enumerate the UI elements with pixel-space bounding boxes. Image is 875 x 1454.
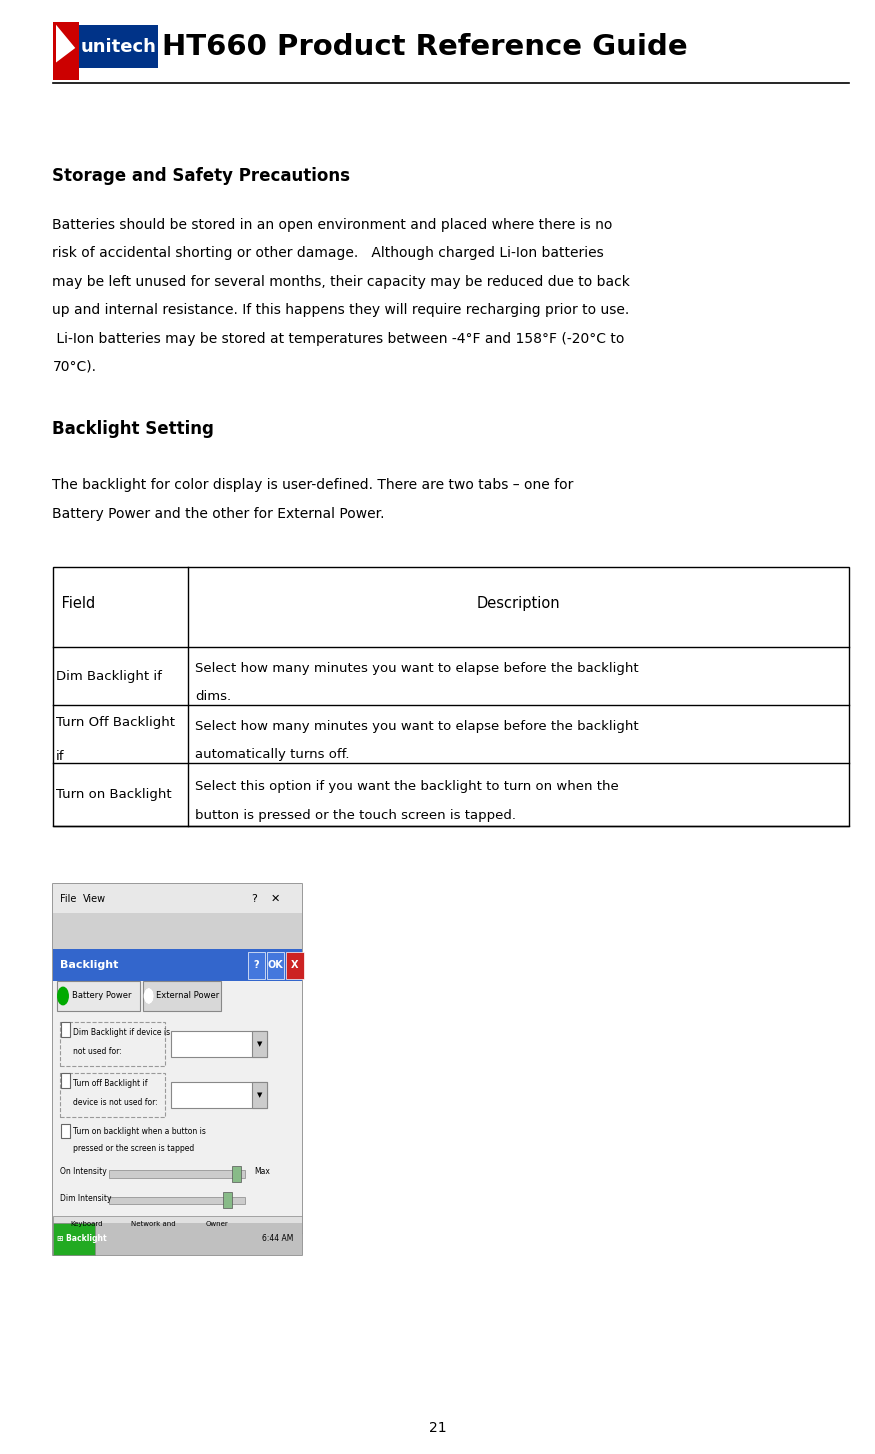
- Text: 70°C).: 70°C).: [52, 359, 96, 374]
- Text: ▼: ▼: [256, 1092, 262, 1098]
- Bar: [61, 1073, 70, 1088]
- Text: Select how many minutes you want to elapse before the backlight: Select how many minutes you want to elap…: [195, 720, 639, 733]
- Text: HT660 Product Reference Guide: HT660 Product Reference Guide: [162, 32, 688, 61]
- Text: device is not used for:: device is not used for:: [73, 1098, 158, 1106]
- FancyBboxPatch shape: [52, 22, 79, 80]
- Circle shape: [144, 989, 153, 1003]
- Text: Battery Power: Battery Power: [72, 992, 131, 1000]
- Bar: [109, 1197, 245, 1204]
- Bar: [52, 1223, 302, 1255]
- Text: Backlight Setting: Backlight Setting: [52, 420, 214, 438]
- Bar: [52, 913, 302, 949]
- Bar: [60, 1073, 164, 1117]
- Text: View: View: [83, 894, 106, 903]
- Text: Storage and Safety Precautions: Storage and Safety Precautions: [52, 167, 351, 185]
- Bar: [52, 884, 302, 1255]
- Text: 6:44 AM: 6:44 AM: [262, 1234, 293, 1243]
- Text: On Intensity: On Intensity: [60, 1168, 106, 1176]
- Text: automatically turns off.: automatically turns off.: [195, 749, 350, 762]
- Bar: [252, 1031, 267, 1057]
- Bar: [286, 952, 304, 979]
- Bar: [52, 1223, 94, 1255]
- Text: up and internal resistance. If this happens they will require recharging prior t: up and internal resistance. If this happ…: [52, 302, 630, 317]
- Text: ▼: ▼: [256, 1041, 262, 1047]
- Text: Description: Description: [477, 596, 560, 611]
- Text: Turn on backlight when a button is: Turn on backlight when a button is: [73, 1127, 206, 1136]
- Text: button is pressed or the touch screen is tapped.: button is pressed or the touch screen is…: [195, 808, 516, 822]
- Bar: [143, 981, 221, 1011]
- Bar: [52, 981, 302, 1255]
- Text: Turn on Backlight: Turn on Backlight: [56, 788, 172, 801]
- Bar: [57, 981, 140, 1011]
- Bar: [60, 1022, 164, 1066]
- Text: Dim Backlight if device is: Dim Backlight if device is: [73, 1028, 170, 1037]
- Bar: [109, 1170, 245, 1178]
- Text: may be left unused for several months, their capacity may be reduced due to back: may be left unused for several months, t…: [52, 275, 630, 289]
- Text: Backlight: Backlight: [60, 961, 118, 970]
- Bar: [232, 1166, 241, 1182]
- Text: Field: Field: [57, 596, 95, 611]
- FancyBboxPatch shape: [79, 25, 158, 68]
- Text: ?: ?: [254, 961, 259, 970]
- Text: Turn off Backlight if: Turn off Backlight if: [73, 1079, 147, 1088]
- Bar: [52, 1216, 302, 1233]
- Circle shape: [58, 987, 68, 1005]
- Text: dims.: dims.: [195, 691, 231, 704]
- Text: Turn Off Backlight: Turn Off Backlight: [56, 715, 175, 728]
- Polygon shape: [56, 25, 75, 63]
- Text: Select this option if you want the backlight to turn on when the: Select this option if you want the backl…: [195, 781, 619, 794]
- Text: Batteries should be stored in an open environment and placed where there is no: Batteries should be stored in an open en…: [52, 218, 612, 233]
- Text: The backlight for color display is user-defined. There are two tabs – one for: The backlight for color display is user-…: [52, 478, 574, 493]
- Bar: [61, 1022, 70, 1037]
- Text: Keyboard: Keyboard: [70, 1221, 102, 1227]
- Bar: [52, 567, 849, 826]
- Text: X: X: [291, 961, 298, 970]
- Text: Network and: Network and: [131, 1221, 176, 1227]
- Text: pressed or the screen is tapped: pressed or the screen is tapped: [73, 1144, 194, 1153]
- Text: 21: 21: [429, 1421, 446, 1435]
- Bar: [248, 952, 265, 979]
- Text: Select how many minutes you want to elapse before the backlight: Select how many minutes you want to elap…: [195, 662, 639, 675]
- Bar: [267, 952, 284, 979]
- Bar: [171, 1082, 267, 1108]
- Text: Dim Backlight if: Dim Backlight if: [56, 670, 162, 682]
- Text: unitech: unitech: [80, 38, 156, 55]
- Text: Battery Power and the other for External Power.: Battery Power and the other for External…: [52, 506, 385, 521]
- Bar: [61, 1124, 70, 1138]
- Text: Max: Max: [254, 1168, 270, 1176]
- Bar: [252, 1082, 267, 1108]
- Bar: [52, 949, 302, 981]
- Text: OK: OK: [268, 961, 284, 970]
- Bar: [52, 884, 302, 913]
- Text: not used for:: not used for:: [73, 1047, 122, 1056]
- Bar: [223, 1192, 232, 1208]
- Text: ⊞ Backlight: ⊞ Backlight: [57, 1234, 107, 1243]
- Text: File: File: [60, 894, 76, 903]
- Text: Owner: Owner: [206, 1221, 228, 1227]
- Text: if: if: [56, 750, 65, 763]
- Text: Li-Ion batteries may be stored at temperatures between -4°F and 158°F (-20°C to: Li-Ion batteries may be stored at temper…: [52, 332, 625, 346]
- Text: Dim Intensity: Dim Intensity: [60, 1194, 111, 1202]
- Bar: [171, 1031, 267, 1057]
- Text: risk of accidental shorting or other damage.   Although charged Li-Ion batteries: risk of accidental shorting or other dam…: [52, 246, 605, 260]
- Text: ?: ?: [251, 894, 256, 903]
- Text: ✕: ✕: [271, 894, 280, 903]
- Text: External Power: External Power: [156, 992, 219, 1000]
